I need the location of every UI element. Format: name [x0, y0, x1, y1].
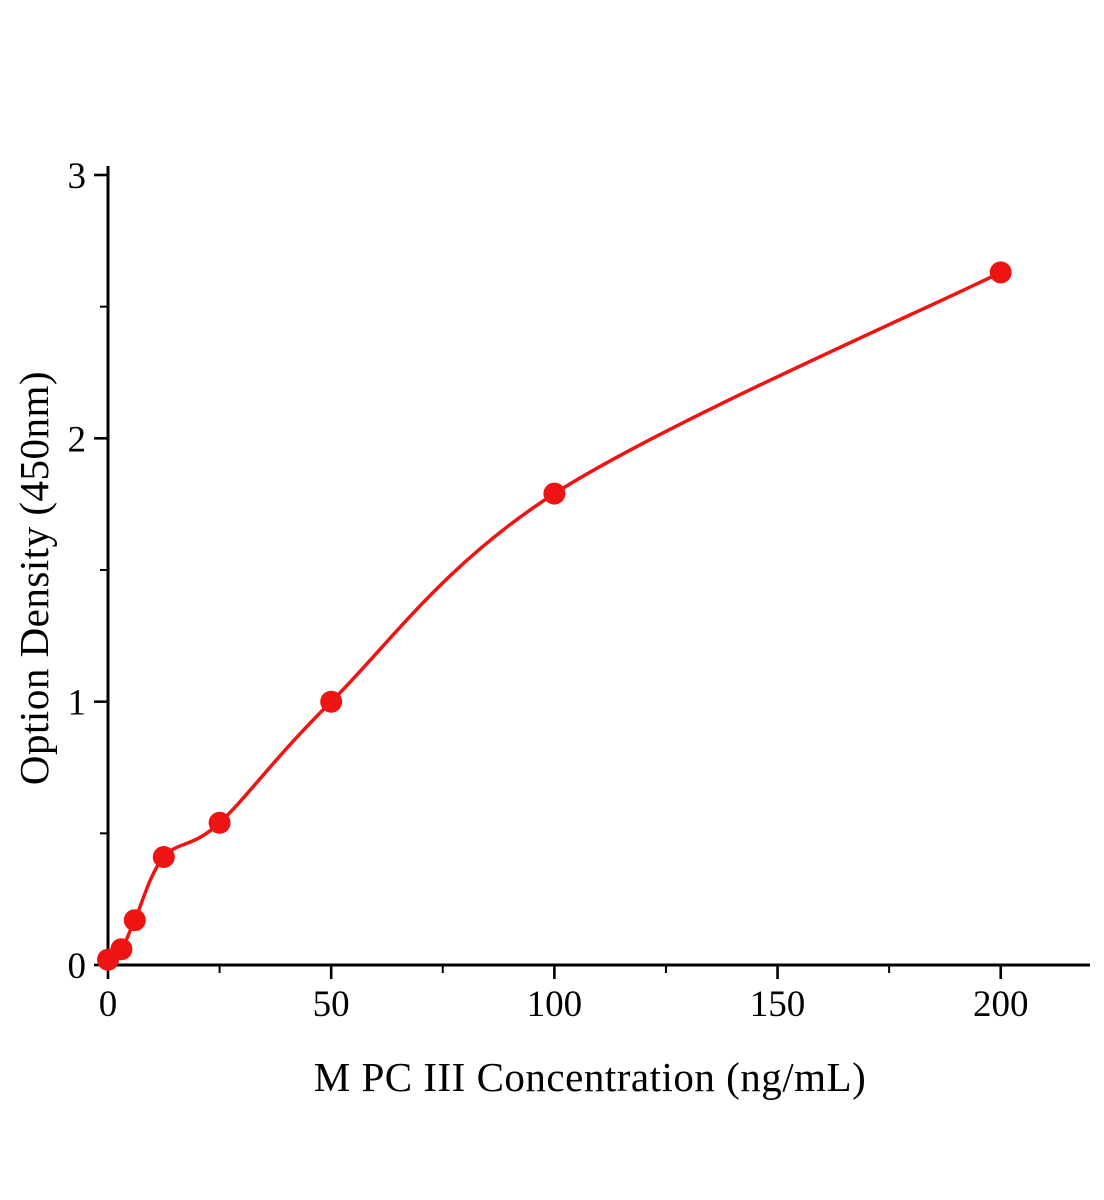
data-point	[110, 938, 133, 961]
x-tick-label: 100	[527, 984, 583, 1025]
x-tick-label: 0	[99, 984, 118, 1025]
x-tick-label: 50	[313, 984, 350, 1025]
y-tick-label: 2	[68, 419, 87, 460]
y-tick-label: 0	[68, 946, 87, 987]
data-point	[123, 909, 146, 932]
data-point	[152, 846, 175, 868]
x-axis-title: M PC III Concentration (ng/mL)	[313, 1054, 867, 1100]
data-point	[208, 811, 231, 834]
fit-curve	[106, 270, 1003, 962]
data-point	[989, 261, 1012, 284]
y-axis-title: Option Density (450nm)	[11, 370, 57, 786]
x-tick-label: 150	[750, 984, 806, 1025]
data-point	[320, 690, 343, 713]
data-point	[543, 482, 566, 505]
y-tick-label: 3	[68, 156, 87, 197]
x-tick-label: 200	[973, 984, 1029, 1025]
y-tick-label: 1	[68, 683, 87, 724]
